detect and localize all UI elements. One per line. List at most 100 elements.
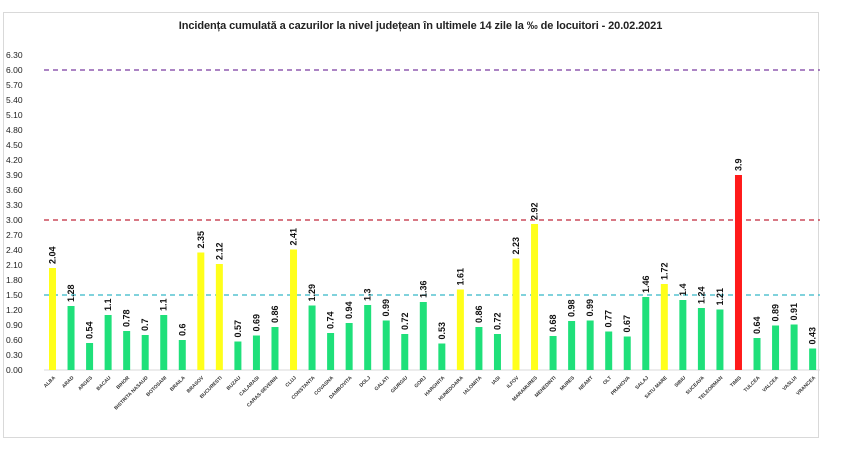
data-label: 1.21 [715,288,725,306]
threshold-lines [44,69,820,296]
data-label: 0.6 [177,323,187,336]
data-label: 0.67 [622,315,632,333]
bar [642,297,650,370]
data-label: 0.94 [344,301,354,319]
data-label: 0.77 [604,310,614,328]
y-tick-label: 0.60 [6,335,23,345]
y-tick-label: 4.50 [6,140,23,150]
bar [382,320,390,370]
data-label: 0.64 [752,316,762,334]
y-tick-label: 0.00 [6,365,23,375]
y-tick-label: 0.90 [6,320,23,330]
data-label: 0.91 [789,303,799,321]
x-tick-label: BISTRITA NASAUD [113,375,150,412]
data-label: 0.99 [585,299,595,317]
data-label: 1.72 [659,262,669,280]
x-tick-label: BACAU [96,375,113,392]
data-label: 0.43 [808,327,818,345]
data-label: 1.1 [159,298,169,311]
data-label: 1.61 [455,268,465,286]
y-tick-label: 6.00 [6,65,23,75]
data-label: 2.92 [530,202,540,220]
data-label: 2.04 [48,246,58,264]
x-tick-label: GALATI [373,375,391,393]
data-label: 1.24 [696,286,706,304]
bar [679,300,687,370]
data-label: 0.78 [122,309,132,327]
data-label: 1.46 [641,275,651,293]
x-tick-label: SALAJ [634,375,650,391]
y-tick-label: 1.20 [6,305,23,315]
data-label: 2.35 [196,231,206,249]
bar [160,315,168,370]
data-label: 3.9 [733,158,743,171]
bar [660,284,668,370]
y-tick-label: 4.20 [6,155,23,165]
bar [104,315,112,370]
data-label: 2.41 [289,228,299,246]
y-tick-label: 5.10 [6,110,23,120]
data-label: 2.23 [511,237,521,255]
bar [475,327,483,370]
x-tick-label: DOLJ [358,375,372,389]
x-tick-label: TIMIS [729,375,743,389]
data-label: 0.86 [474,305,484,323]
bar [215,264,223,370]
x-tick-label: BUZAU [226,375,243,392]
y-tick-label: 3.30 [6,200,23,210]
bar [716,309,724,370]
y-tick-label: 5.70 [6,80,23,90]
bar [568,321,576,370]
y-tick-label: 3.60 [6,185,23,195]
data-label: 0.68 [548,314,558,332]
bar [49,268,56,370]
bar [141,335,149,370]
x-tick-label: SIBIU [674,375,688,389]
bar [364,305,372,370]
bar [345,323,353,370]
data-label: 0.72 [492,312,502,330]
data-label: 0.74 [326,311,336,329]
x-tick-label: ALBA [43,375,57,389]
y-tick-label: 0.30 [6,350,23,360]
chart-title: Incidența cumulată a cazurilor la nivel … [178,20,663,32]
bar [401,334,409,370]
data-label: 0.72 [400,312,410,330]
x-tick-label: ILFOV [506,375,521,390]
bar [123,331,131,370]
x-tick-label: CLUJ [284,375,298,389]
x-tick-label: ARGES [77,375,94,392]
data-label: 1.1 [103,298,113,311]
x-tick-label: ARAD [61,375,76,390]
data-label: 0.57 [233,320,243,338]
x-tick-label: BRAILA [169,375,187,393]
bar [809,348,817,370]
y-tick-label: 3.90 [6,170,23,180]
data-label: 0.53 [437,322,447,340]
bar [586,320,594,370]
bar [234,341,242,370]
bar [549,336,557,370]
x-tick-label: NEAMT [578,375,595,392]
x-tick-label: IASI [491,375,503,387]
bar [419,302,427,370]
x-tick-label: MURES [559,375,576,392]
y-tick-label: 1.80 [6,275,23,285]
bar [327,333,335,370]
y-tick-label: 2.40 [6,245,23,255]
x-tick-label: IALOMITA [462,375,483,396]
x-tick-label: GIURGIU [390,375,410,395]
bar [512,258,520,370]
data-label: 0.99 [381,299,391,317]
x-tick-label: VASLUI [782,375,799,392]
bar [790,324,798,370]
bar [290,249,298,370]
y-tick-label: 5.40 [6,95,23,105]
bar [178,340,186,370]
bar [67,306,75,370]
bar [753,338,761,370]
data-label: 1.4 [678,283,688,296]
bar [605,331,613,370]
data-label: 0.7 [140,318,150,331]
